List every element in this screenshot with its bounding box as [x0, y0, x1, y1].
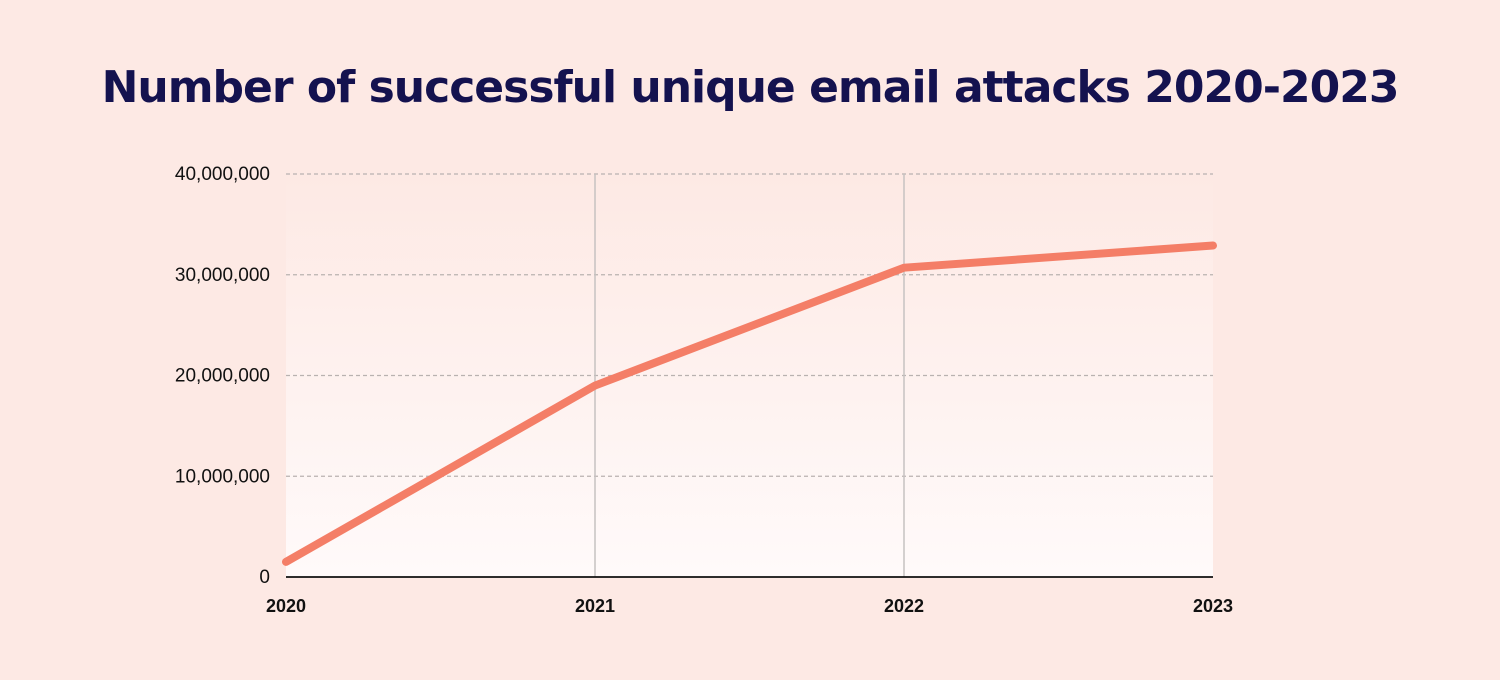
y-tick-label: 10,000,000 — [175, 466, 270, 487]
x-tick-label: 2021 — [575, 596, 615, 616]
y-tick-label: 30,000,000 — [175, 265, 270, 286]
y-tick-label: 20,000,000 — [175, 366, 270, 387]
x-tick-label: 2023 — [1193, 596, 1233, 616]
x-tick-label: 2020 — [266, 596, 306, 616]
series-line — [282, 241, 1217, 566]
x-tick-label: 2022 — [884, 596, 924, 616]
tick-labels: 0 10,000,000 20,000,000 30,000,000 40,000,00… — [175, 164, 1233, 616]
series-layer — [282, 241, 1217, 566]
y-tick-label: 40,000,000 — [175, 164, 270, 185]
y-tick-label: 0 — [259, 567, 270, 588]
chart-title: Number of successful unique email attack… — [101, 62, 1400, 113]
